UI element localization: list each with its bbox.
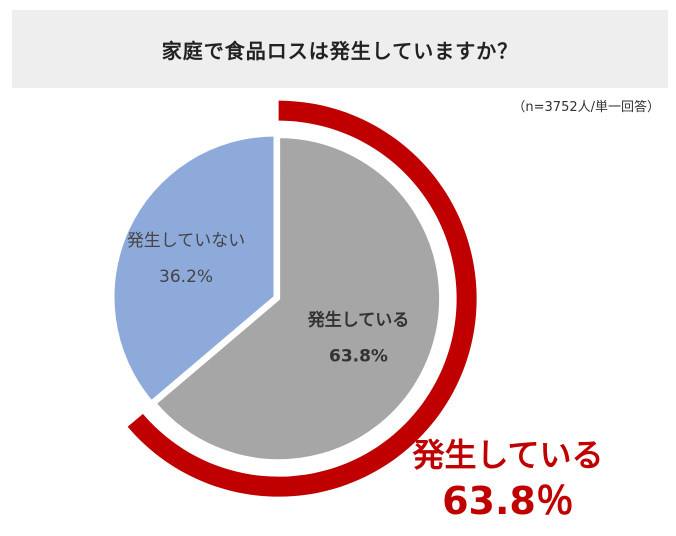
highlight-ring [127, 100, 477, 497]
slice-label-layer: 発生している 63.8% 発生していない 36.2% [127, 231, 409, 367]
slice-value-not-occurs: 36.2% [159, 267, 213, 287]
title-band: 家庭で食品ロスは発生していますか？ [12, 10, 668, 88]
pie-slice-occurs [153, 135, 443, 463]
sample-note: （n=3752人/単一回答） [512, 100, 660, 115]
pie-slice-not-occurs [111, 133, 277, 404]
slice-label-not-occurs: 発生していない [127, 231, 246, 251]
slice-label-occurs: 発生している [307, 310, 410, 331]
chart-title: 家庭で食品ロスは発生していますか？ [161, 38, 519, 63]
callout-value: 63.8％ [442, 479, 574, 523]
callout-label: 発生している [411, 436, 603, 474]
slice-value-occurs: 63.8% [329, 347, 388, 367]
pie-layer [111, 133, 443, 463]
highlight-ring-layer [127, 100, 477, 497]
